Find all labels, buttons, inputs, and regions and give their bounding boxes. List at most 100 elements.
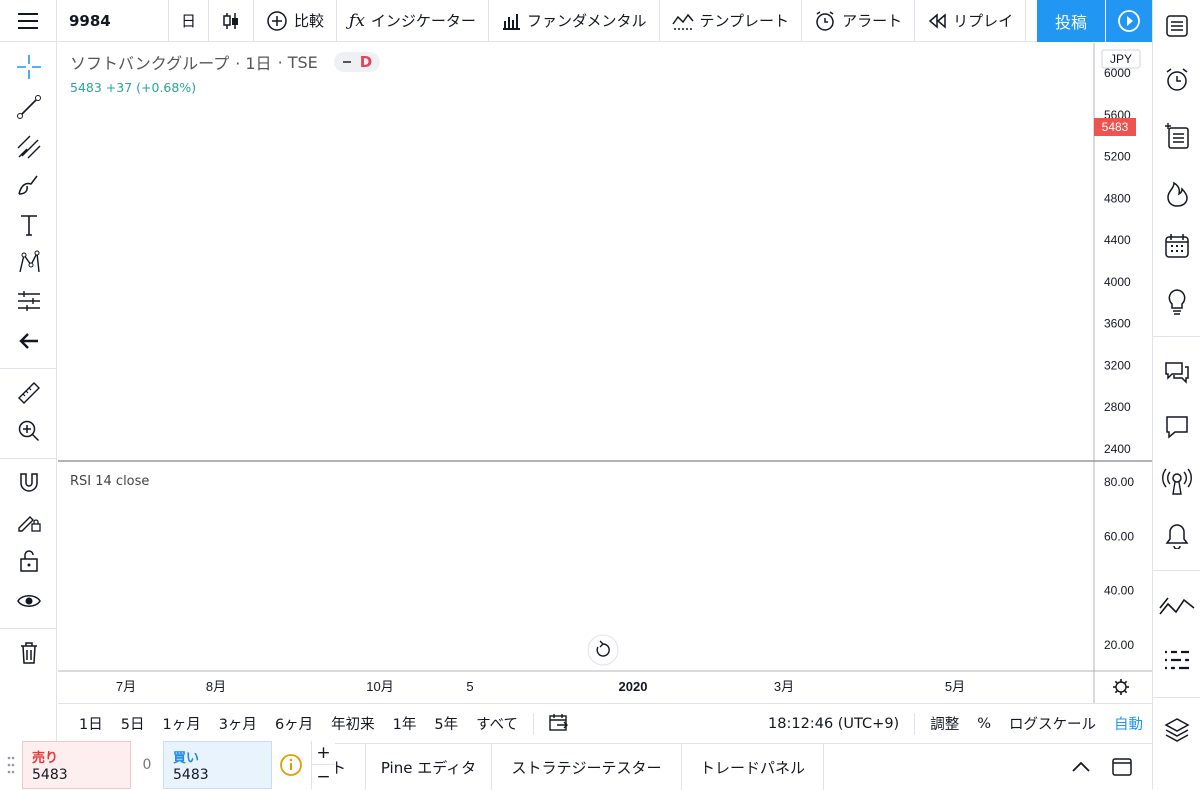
hide-toolbar-button[interactable] — [0, 322, 57, 360]
public-ideas-button[interactable] — [1153, 586, 1200, 626]
publish-label: 投稿 — [1054, 13, 1087, 32]
data-window-button[interactable] — [1153, 117, 1200, 157]
maximize-panel-button[interactable] — [1102, 744, 1142, 790]
pattern-tool[interactable] — [0, 244, 57, 282]
calendar-icon — [1165, 234, 1189, 258]
time-axis-label: 7月 — [116, 679, 136, 694]
range-5d[interactable]: 5日 — [120, 717, 145, 733]
gear-tooth — [1114, 689, 1119, 694]
data-source-badge: D — [359, 53, 373, 71]
calendar-arrow-icon — [549, 713, 569, 731]
replay-button[interactable]: リプレイ — [915, 0, 1027, 42]
range-all[interactable]: すべて — [476, 717, 519, 733]
watchlist-button[interactable] — [1153, 6, 1200, 46]
play-button[interactable] — [1106, 0, 1152, 42]
price-tick-label: 3600 — [1104, 317, 1131, 331]
alerts-panel-button[interactable] — [1153, 60, 1200, 100]
tab-trading-panel[interactable]: トレードパネル — [682, 744, 824, 790]
range-1m[interactable]: 1ヶ月 — [162, 717, 201, 733]
rsi-legend: RSI 14 close — [70, 474, 150, 489]
flame-icon — [1167, 181, 1188, 207]
range-1d[interactable]: 1日 — [79, 717, 103, 733]
compare-button[interactable]: 比較 — [254, 0, 338, 42]
pitchfork-tool[interactable] — [0, 128, 57, 166]
reset-button-circle — [587, 634, 619, 666]
tab-strategy-tester[interactable]: ストラテジーテスター — [492, 744, 682, 790]
comments-button[interactable] — [1153, 407, 1200, 447]
crosshair-icon — [16, 55, 41, 79]
trendline-tool[interactable] — [0, 88, 57, 126]
log-scale-toggle[interactable]: ログスケール — [1009, 717, 1096, 733]
chart-type-button[interactable] — [209, 0, 255, 42]
collapse-panel-button[interactable] — [1060, 744, 1102, 790]
clock-timezone[interactable]: 18:12:46 (UTC+9) — [768, 715, 900, 732]
quantity-field[interactable]: 0 — [131, 741, 163, 789]
range-ytd[interactable]: 年初来 — [331, 717, 375, 733]
remove-drawings-tool[interactable] — [0, 634, 57, 672]
hamburger-icon — [18, 12, 38, 29]
lock-drawings-tool[interactable] — [0, 502, 57, 540]
tab-pine-editor[interactable]: Pine エディタ — [366, 744, 492, 790]
chart-canvas[interactable]: SEDEEDE JPY60005600520048004400400036003… — [58, 43, 1152, 703]
qty-decrement-button[interactable]: − — [312, 765, 335, 789]
zigzag-icon — [1159, 597, 1195, 615]
text-tool[interactable] — [0, 206, 57, 244]
measure-tool[interactable] — [0, 374, 57, 412]
reset-chart-button[interactable] — [587, 634, 619, 666]
range-1y[interactable]: 1年 — [392, 717, 417, 733]
ruler-icon — [17, 382, 40, 404]
calendar-button[interactable] — [1153, 226, 1200, 266]
toolbar-divider — [0, 628, 57, 629]
rsi-tick-label: 40.00 — [1104, 584, 1134, 598]
play-circle-icon — [1118, 10, 1140, 32]
percent-toggle[interactable]: % — [977, 715, 991, 732]
templates-button[interactable]: テンプレート — [660, 0, 803, 42]
prediction-tool[interactable] — [0, 282, 57, 320]
auto-scale-toggle[interactable]: 自動 — [1114, 717, 1143, 733]
adjust-toggle[interactable]: 調整 — [930, 717, 960, 733]
ideas-button[interactable] — [1153, 282, 1200, 322]
hotlists-button[interactable] — [1153, 174, 1200, 214]
tab-strategy-tester-label: ストラテジーテスター — [511, 758, 662, 777]
crosshair-tool[interactable] — [0, 48, 57, 86]
indicators-label: インジケーター — [370, 12, 476, 30]
brush-tool[interactable] — [0, 166, 57, 204]
chats-button[interactable] — [1153, 352, 1200, 392]
magnet-tool[interactable] — [0, 464, 57, 502]
candles-icon — [223, 12, 239, 29]
visibility-tool[interactable] — [0, 582, 57, 620]
legend-exchange: · TSE — [277, 52, 318, 72]
indicators-button[interactable]: ƒx インジケーター — [337, 0, 489, 42]
range-3m[interactable]: 3ヶ月 — [218, 717, 257, 733]
buy-button[interactable]: 買い 5483 — [163, 741, 272, 789]
publish-button[interactable]: 投稿 — [1037, 0, 1105, 42]
sell-button[interactable]: 売り 5483 — [22, 741, 131, 789]
legend-interval: · 1日 — [235, 54, 272, 73]
notifications-button[interactable] — [1153, 516, 1200, 556]
range-5y[interactable]: 5年 — [434, 717, 459, 733]
zoom-in-icon — [18, 420, 39, 442]
symbol-search[interactable]: 9984 — [57, 0, 169, 42]
interval-button[interactable]: 日 — [169, 0, 210, 42]
alert-button[interactable]: アラート — [802, 0, 916, 42]
menu-button[interactable] — [0, 0, 57, 42]
legend-controls[interactable]: D — [333, 52, 381, 72]
axes: JPY6000560052004800440040003600320028002… — [58, 43, 1152, 703]
layers-button[interactable] — [1153, 710, 1200, 750]
lock-tool[interactable] — [0, 542, 57, 580]
rewind-icon — [928, 12, 946, 29]
sell-price: 5483 — [32, 767, 68, 783]
gear-tooth — [1114, 680, 1119, 685]
qty-increment-button[interactable]: + — [312, 741, 335, 765]
time-axis-label: 3月 — [774, 679, 794, 694]
dom-button[interactable] — [1153, 641, 1200, 681]
streams-button[interactable] — [1153, 462, 1200, 502]
zoom-tool[interactable] — [0, 412, 57, 450]
goto-date-button[interactable] — [540, 713, 578, 735]
fundamentals-button[interactable]: ファンダメンタル — [489, 0, 660, 42]
drag-handle[interactable] — [0, 741, 22, 789]
time-axis-label: 5 — [466, 679, 473, 694]
range-6m[interactable]: 6ヶ月 — [274, 717, 314, 733]
order-info-button[interactable] — [272, 741, 310, 789]
tab-trading-panel-label: トレードパネル — [699, 758, 805, 777]
